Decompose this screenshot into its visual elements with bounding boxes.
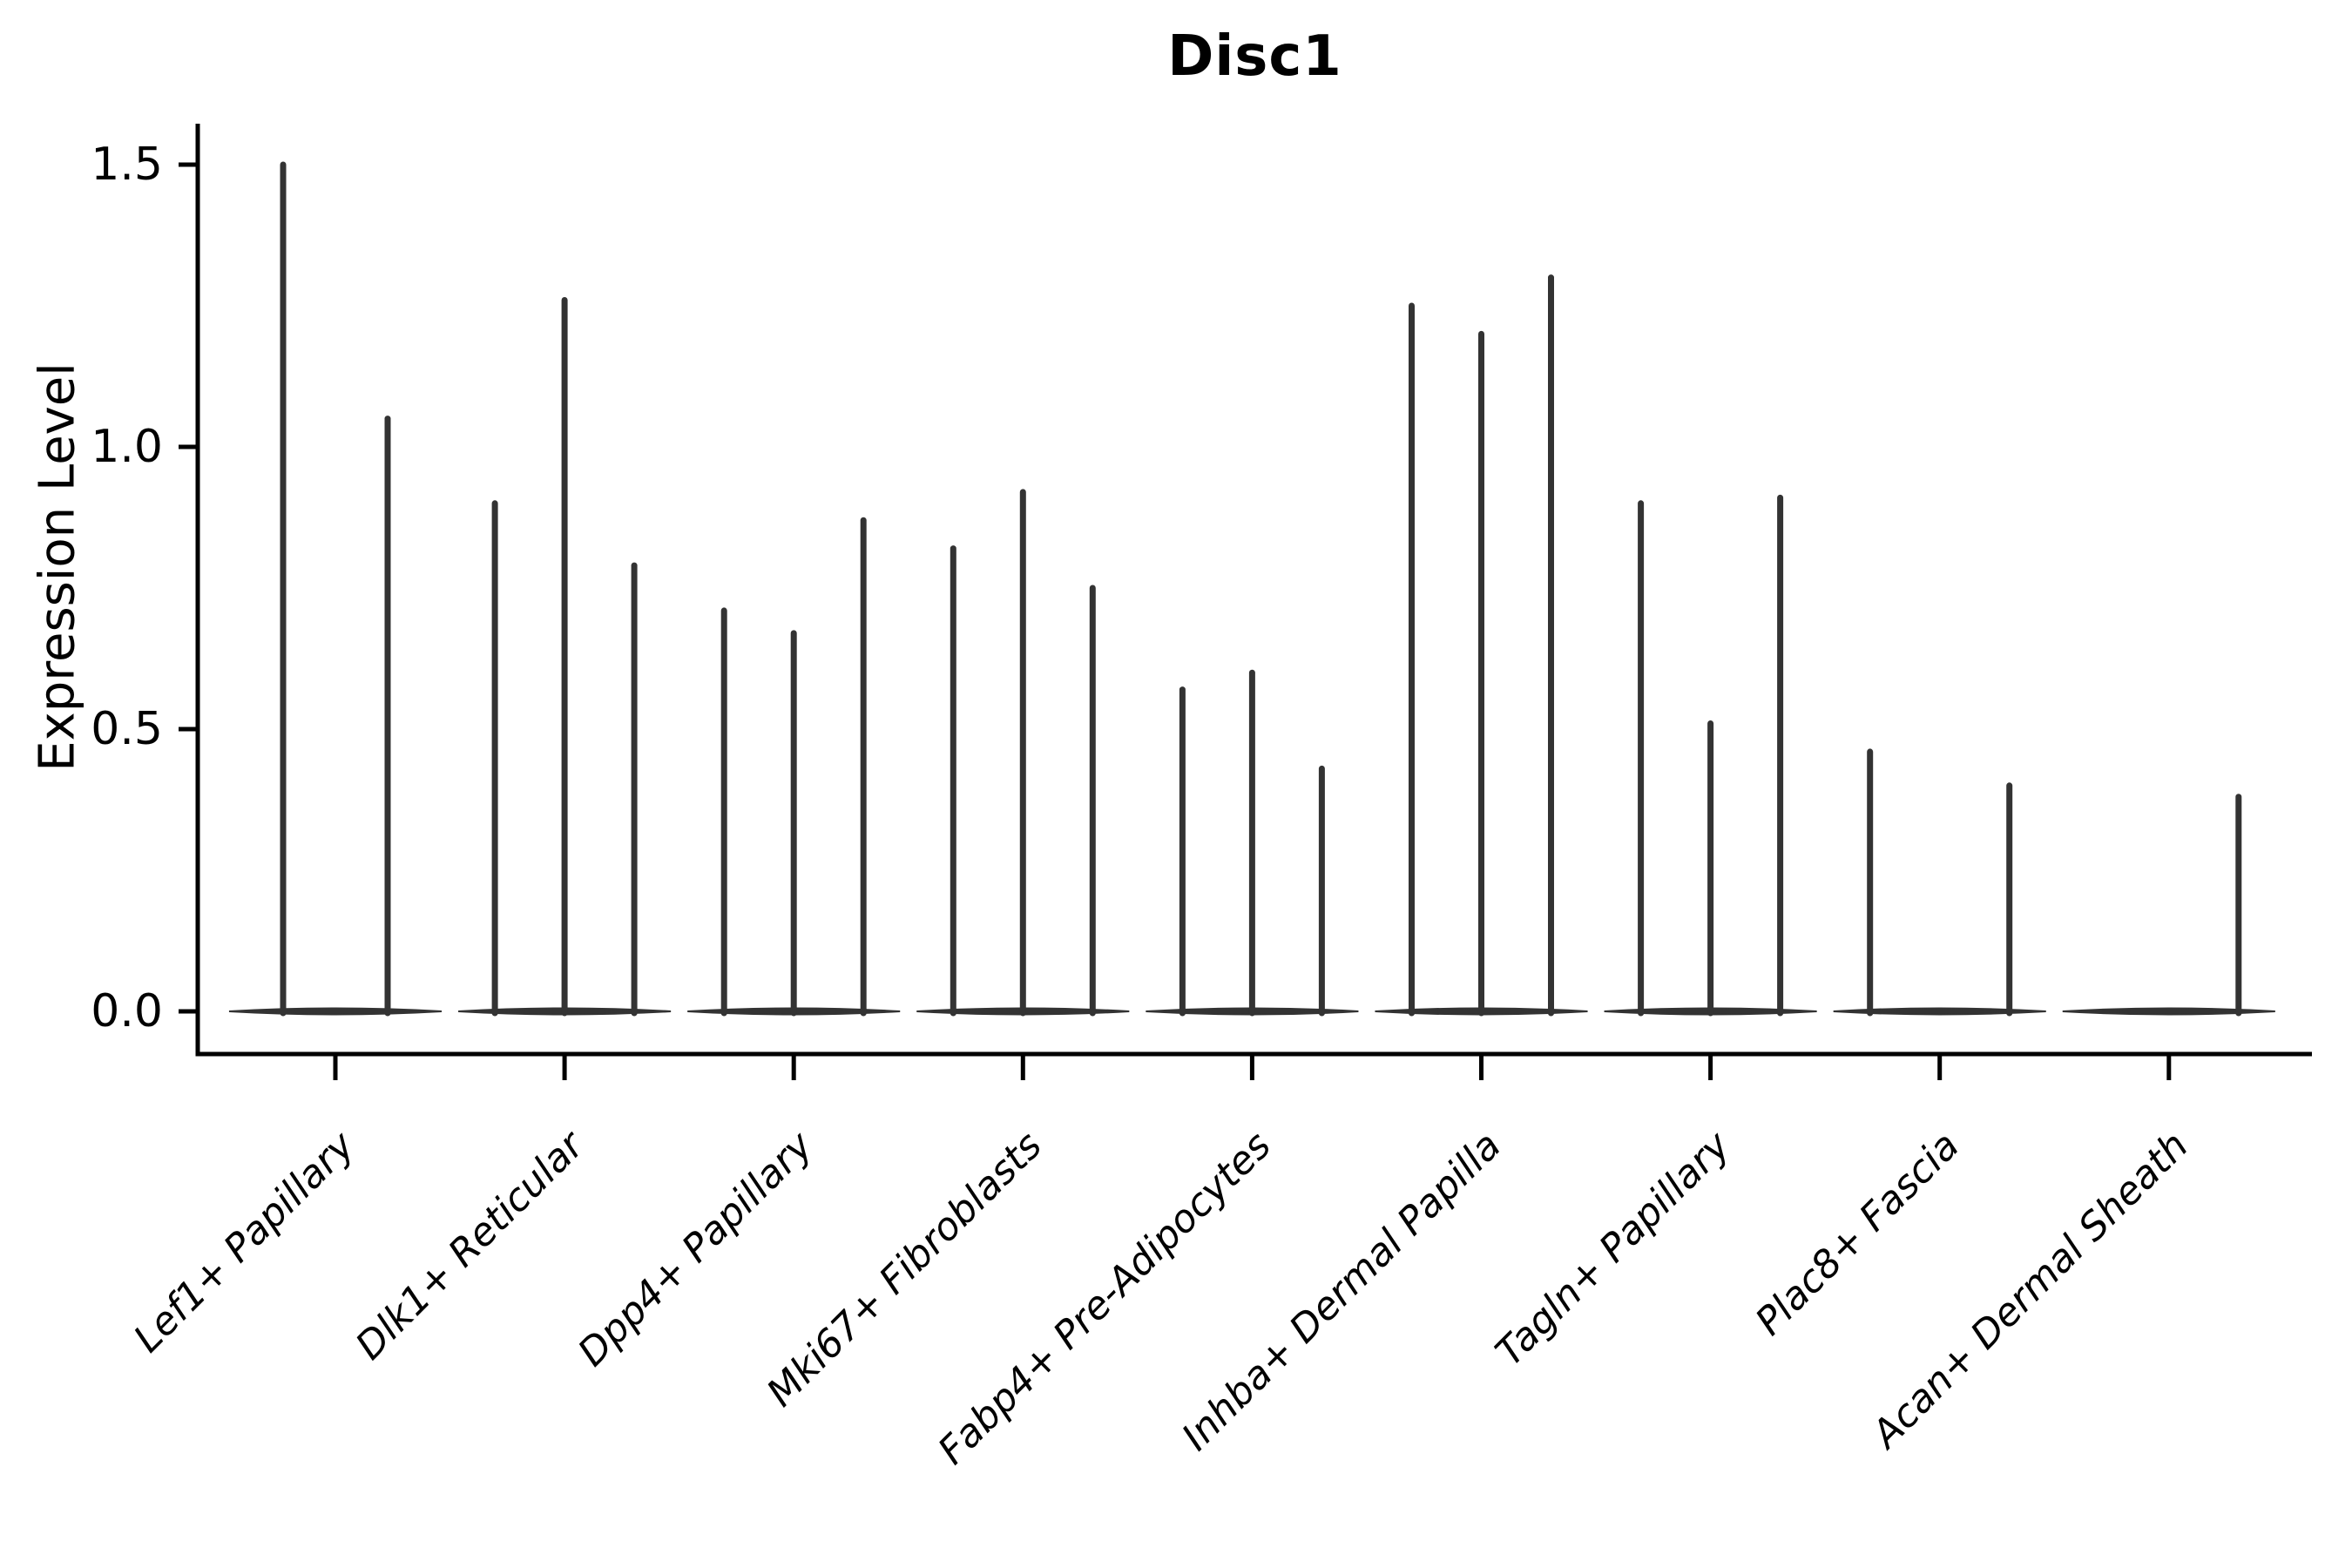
- violin-base: [2062, 1007, 2275, 1016]
- y-tick-label: 0.5: [91, 703, 163, 755]
- chart-title: Disc1: [1167, 24, 1342, 89]
- y-tick-label: 0.0: [91, 985, 163, 1037]
- y-tick-label: 1.0: [91, 421, 163, 473]
- violin-base: [228, 1007, 443, 1016]
- violin-base: [1833, 1007, 2046, 1016]
- y-tick-label: 1.5: [91, 139, 163, 191]
